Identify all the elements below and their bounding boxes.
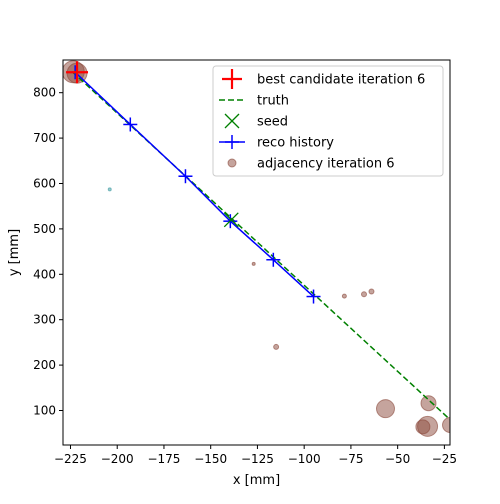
x-tick-label: −100	[288, 452, 321, 466]
legend-box	[212, 65, 444, 177]
y-axis: 100 200 300 400 500 600 700 800	[33, 86, 63, 417]
x-tick-label: −175	[147, 452, 180, 466]
legend-entry: seed	[224, 113, 288, 130]
y-tick-label: 600	[33, 176, 56, 190]
legend-entry: reco history	[219, 135, 334, 151]
adjacency-point	[273, 343, 280, 350]
adjacency-point	[442, 417, 450, 434]
reco-history-point	[178, 169, 193, 184]
adjacency-point	[376, 399, 395, 419]
y-tick-label: 700	[33, 131, 56, 145]
y-tick-label: 100	[33, 403, 56, 417]
legend-entry: adjacency iteration 6	[227, 157, 394, 172]
legend-label: truth	[257, 94, 289, 109]
adjacency-point	[420, 395, 437, 412]
x-tick-label: −125	[241, 452, 274, 466]
best-candidate-point	[66, 61, 89, 84]
reco-history-line	[74, 71, 315, 298]
adjacency-point	[361, 291, 367, 298]
x-axis-label: x [mm]	[233, 473, 280, 488]
legend-label: adjacency iteration 6	[257, 157, 394, 172]
reco-history-point	[266, 252, 281, 267]
legend-label: reco history	[257, 136, 334, 151]
x-tick-label: −150	[194, 452, 227, 466]
y-tick-label: 300	[33, 313, 56, 327]
plot-frame	[62, 59, 451, 446]
plot-content	[63, 60, 450, 437]
legend-marker	[222, 69, 242, 89]
x-tick-label: −200	[101, 452, 134, 466]
reco-history-point	[123, 117, 138, 132]
seed-point	[223, 212, 239, 228]
adjacency-point	[251, 261, 256, 266]
adjacency-point	[341, 293, 347, 299]
legend-entry: truth	[219, 94, 289, 109]
y-axis-label: y [mm]	[7, 229, 22, 276]
x-tick-label: −225	[54, 452, 87, 466]
x-tick-label: −75	[338, 452, 363, 466]
y-tick-label: 500	[33, 222, 56, 236]
adjacency-point	[417, 415, 439, 437]
y-tick-label: 400	[33, 267, 56, 281]
x-axis: −225 −200 −175 −150 −125 −100 −75 −50 −25	[54, 445, 457, 466]
reco-history-point	[306, 289, 321, 304]
adjacency-point	[107, 187, 112, 192]
y-tick-label: 200	[33, 358, 56, 372]
x-tick-label: −50	[385, 452, 410, 466]
x-tick-label: −25	[432, 452, 457, 466]
legend-label: best candidate iteration 6	[257, 73, 425, 88]
legend-marker	[227, 158, 237, 168]
adjacency-point	[368, 288, 375, 295]
legend: best candidate iteration 6 truth seed reco …	[212, 65, 444, 177]
legend-entry: best candidate iteration 6	[222, 69, 425, 89]
y-tick-label: 800	[33, 86, 56, 100]
legend-marker	[224, 113, 240, 129]
legend-label: seed	[257, 115, 288, 130]
legend-marker	[225, 135, 239, 149]
